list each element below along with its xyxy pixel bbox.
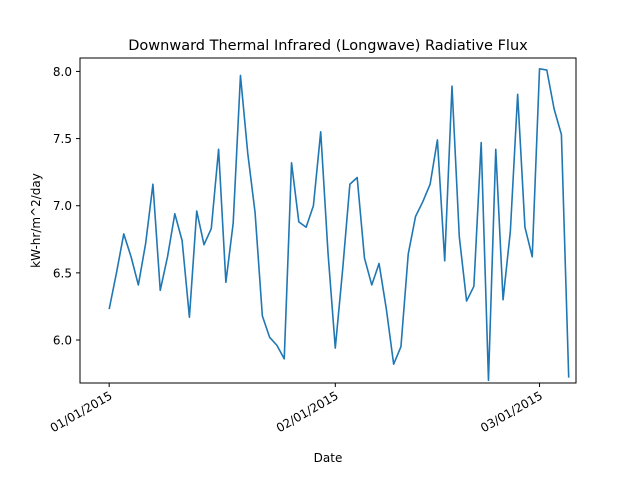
y-tick-label: 6.5 (53, 266, 72, 280)
y-axis: 6.0 6.5 7.0 7.5 8.0 (53, 65, 80, 348)
x-axis-label: Date (314, 451, 343, 465)
x-tick-label: 03/01/2015 (478, 388, 545, 435)
series-line (108, 67, 570, 382)
y-tick-label: 7.5 (53, 132, 72, 146)
x-tick-label: 01/01/2015 (48, 388, 115, 435)
y-tick-label: 7.0 (53, 199, 72, 213)
x-tick-label: 02/01/2015 (274, 388, 341, 435)
plot-area-frame (79, 57, 577, 384)
y-axis-label: kW-hr/m^2/day (29, 173, 43, 268)
y-tick-label: 6.0 (53, 334, 72, 348)
x-axis: 01/01/2015 02/01/2015 03/01/2015 (48, 383, 545, 435)
y-tick-label: 8.0 (53, 65, 72, 79)
chart-title: Downward Thermal Infrared (Longwave) Rad… (128, 38, 528, 54)
